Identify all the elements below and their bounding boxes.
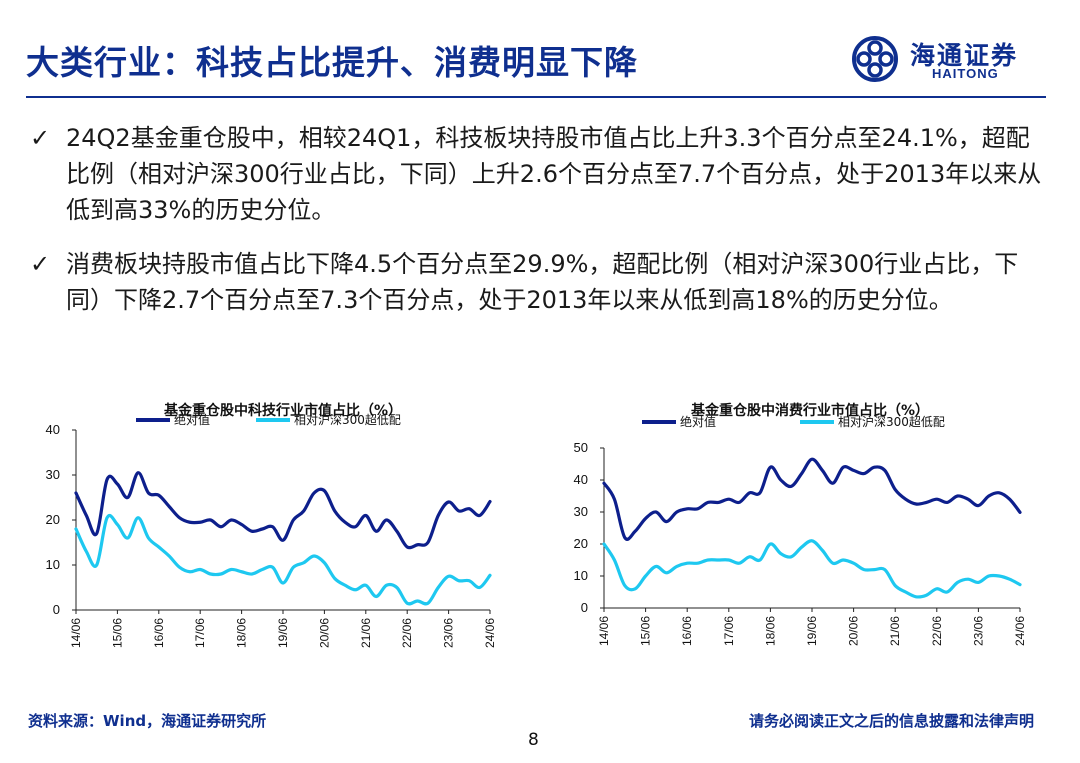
y-tick-label: 30 [46,467,60,482]
chart-tech-svg: 基金重仓股中科技行业市值占比（%）绝对值 相对沪深300超低配 0 10 20 30 40 1… [46,402,497,648]
legend-label: 绝对值 [680,414,716,429]
header-divider [26,96,1046,98]
company-logo: 海通证券 HAITONG [852,36,1052,86]
x-tick-label: 19/06 [276,618,290,648]
x-tick-label: 16/06 [152,618,166,648]
chart-tech: 基金重仓股中科技行业市值占比（%） 绝对值 相对沪深300超低配 0 10 20 30 40 1… [28,398,508,668]
series-line [74,471,492,550]
page-number: 8 [528,730,539,750]
x-tick-label: 18/06 [763,616,777,646]
series-line [74,513,492,606]
x-tick-label: 24/06 [483,618,497,648]
bullet-text: 24Q2基金重仓股中，相较24Q1，科技板块持股市值占比上升3.3个百分点至24… [66,124,1042,224]
x-tick-label: 23/06 [971,616,985,646]
checkmark-icon: ✓ [30,124,51,152]
x-tick-label: 19/06 [805,616,819,646]
chart-title: 基金重仓股中科技行业市值占比（%） [164,402,402,419]
x-tick-label: 21/06 [359,618,373,648]
x-tick-label: 15/06 [110,618,124,648]
bullet-text: 消费板块持股市值占比下降4.5个百分点至29.9%，超配比例（相对沪深300行业… [66,250,1019,314]
y-tick-label: 10 [574,568,588,583]
legend-label: 绝对值 [174,412,210,427]
chart-title: 基金重仓股中消费行业市值占比（%） [691,402,929,419]
y-tick-label: 0 [581,600,588,615]
x-tick-label: 14/06 [597,616,611,646]
y-tick-label: 50 [574,440,588,455]
legend-label: 相对沪深300超低配 [838,414,945,429]
x-tick-label: 17/06 [193,618,207,648]
x-tick-label: 20/06 [847,616,861,646]
series-line [602,539,1022,599]
bullet-consumer: ✓ 消费板块持股市值占比下降4.5个百分点至29.9%，超配比例（相对沪深300… [30,246,1050,318]
source-note: 资料来源：Wind，海通证券研究所 [28,712,267,730]
x-tick-label: 15/06 [639,616,653,646]
haitong-logo-icon [852,36,898,82]
y-tick-label: 20 [574,536,588,551]
checkmark-icon: ✓ [30,250,51,278]
x-tick-label: 14/06 [69,618,83,648]
y-tick-label: 0 [53,602,60,617]
x-tick-label: 16/06 [680,616,694,646]
x-tick-label: 22/06 [400,618,414,648]
chart-consumer-svg: 基金重仓股中消费行业市值占比（%）绝对值 相对沪深300超低配 0 10 20 30 40 5… [574,402,1027,646]
y-tick-label: 40 [574,472,588,487]
chart-consumer: 基金重仓股中消费行业市值占比（%） 绝对值 相对沪深300超低配 0 10 20 30 40 5… [560,398,1040,668]
x-tick-label: 21/06 [888,616,902,646]
logo-chinese-text: 海通证券 [910,41,1019,70]
bullet-tech: ✓ 24Q2基金重仓股中，相较24Q1，科技板块持股市值占比上升3.3个百分点至… [30,120,1050,228]
x-tick-label: 20/06 [317,618,331,648]
x-tick-label: 18/06 [235,618,249,648]
x-tick-label: 23/06 [442,618,456,648]
page-title: 大类行业：科技占比提升、消费明显下降 [26,43,638,82]
y-tick-label: 20 [46,512,60,527]
y-tick-label: 30 [574,504,588,519]
legend-label: 相对沪深300超低配 [294,412,401,427]
disclaimer-link[interactable]: 请务必阅读正文之后的信息披露和法律声明 [748,712,1034,730]
x-tick-label: 22/06 [930,616,944,646]
y-tick-label: 10 [46,557,60,572]
x-tick-label: 24/06 [1013,616,1027,646]
x-tick-label: 17/06 [722,616,736,646]
series-line [602,457,1022,541]
y-tick-label: 40 [46,422,60,437]
logo-english-text: HAITONG [932,66,999,81]
